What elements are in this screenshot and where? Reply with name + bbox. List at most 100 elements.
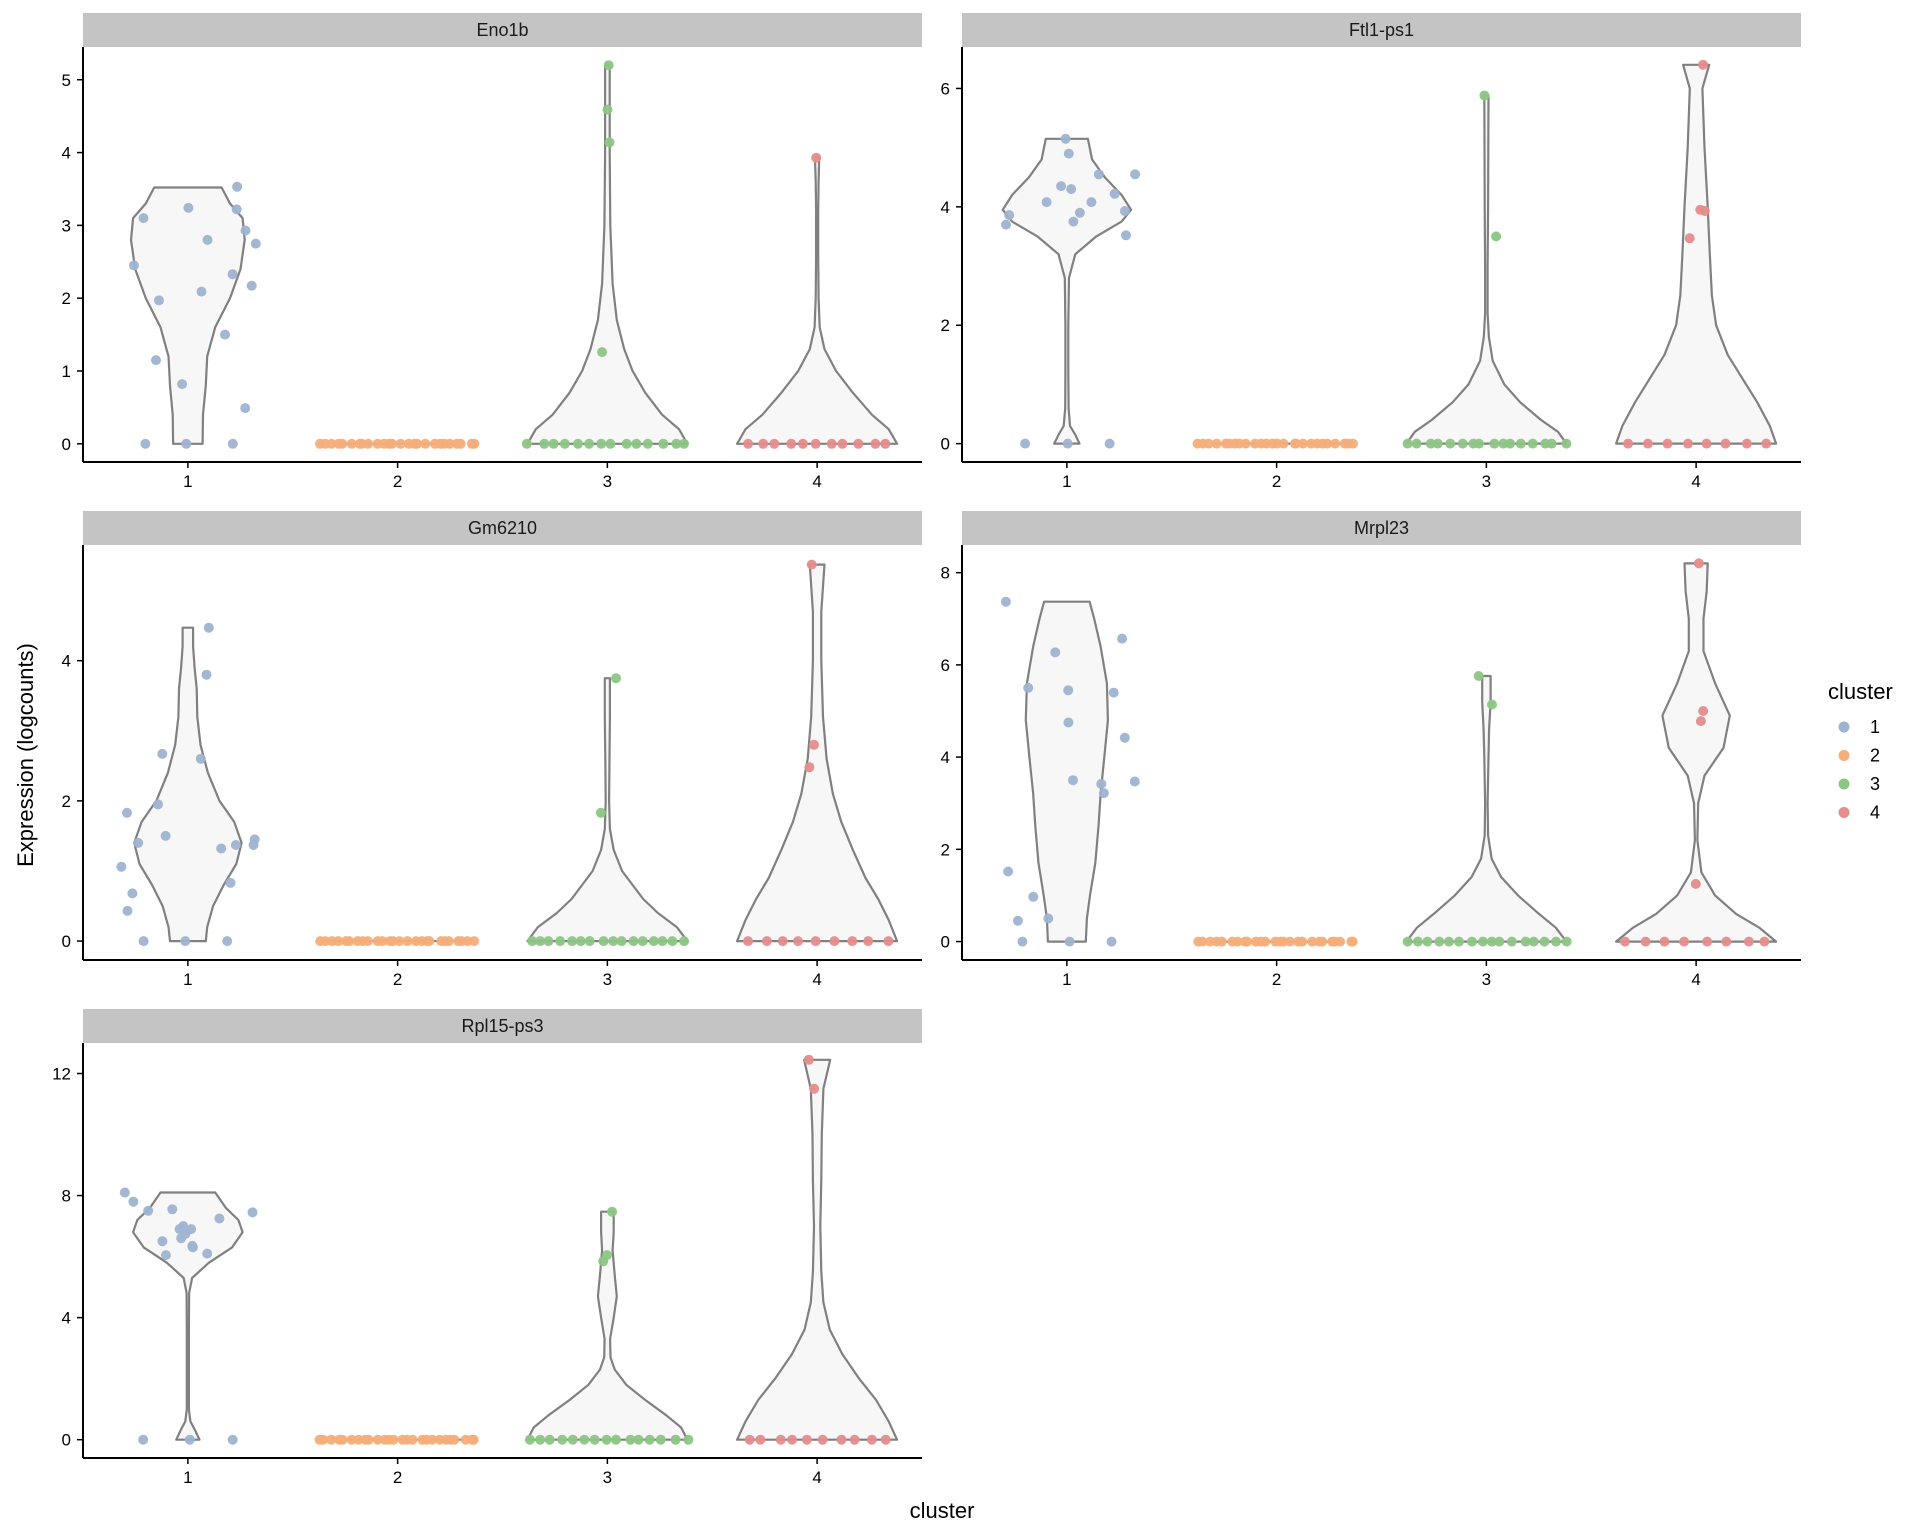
data-point-cluster-3 [1402,438,1413,449]
data-point-cluster-3 [1520,936,1531,947]
data-point-cluster-3 [539,438,550,449]
data-point-cluster-3 [584,936,595,947]
data-point-cluster-2 [337,1434,348,1445]
data-point-cluster-1 [1063,148,1074,159]
data-point-cluster-3 [644,1434,655,1445]
data-point-cluster-3 [602,104,613,115]
data-point-cluster-4 [1759,936,1770,947]
data-point-cluster-4 [1683,438,1693,449]
x-tick-label: 3 [1482,472,1491,491]
data-point-cluster-2 [326,438,337,449]
data-point-cluster-1 [1060,133,1071,144]
data-point-cluster-1 [181,438,192,449]
data-point-cluster-3 [535,936,546,947]
data-point-cluster-1 [1001,219,1011,230]
data-point-cluster-1 [151,355,161,366]
data-point-cluster-3 [603,60,614,71]
x-tick-label: 2 [1272,970,1281,989]
data-point-cluster-2 [1240,438,1251,449]
data-point-cluster-1 [128,260,139,271]
legend-label-1: 1 [1870,717,1880,737]
data-point-cluster-2 [1203,438,1214,449]
data-point-cluster-1 [1012,915,1023,926]
data-point-cluster-2 [318,1434,329,1445]
facet-title: Ftl1-ps1 [1349,20,1414,40]
data-point-cluster-1 [1063,717,1074,728]
data-point-cluster-3 [683,1434,694,1445]
x-tick-label: 1 [183,472,192,491]
data-point-cluster-3 [648,936,659,947]
data-point-cluster-4 [870,438,881,449]
violin-cluster-3 [526,1210,689,1441]
y-tick-label: 0 [941,933,950,952]
data-point-cluster-1 [1066,184,1077,195]
facet-strip [962,511,1801,545]
x-tick-label: 2 [393,970,402,989]
data-point-cluster-1 [214,1213,225,1224]
data-point-cluster-2 [412,438,422,449]
data-point-cluster-3 [567,1434,578,1445]
data-point-cluster-3 [1505,438,1516,449]
y-tick-label: 5 [62,71,71,90]
y-tick-label: 6 [941,79,950,98]
data-point-cluster-1 [160,830,171,841]
data-point-cluster-3 [567,936,578,947]
data-point-cluster-2 [1242,936,1253,947]
data-point-cluster-1 [1003,866,1014,877]
y-tick-label: 6 [941,656,950,675]
data-point-cluster-2 [424,936,435,947]
data-point-cluster-3 [1546,438,1557,449]
data-point-cluster-1 [202,1248,213,1259]
x-tick-label: 1 [183,1468,192,1487]
data-point-cluster-1 [1098,788,1109,799]
data-point-cluster-4 [1720,438,1731,449]
data-point-cluster-2 [427,1434,438,1445]
y-tick-label: 2 [62,792,71,811]
data-point-cluster-1 [1130,169,1141,180]
data-point-cluster-3 [1491,231,1502,242]
data-point-cluster-1 [1056,181,1067,192]
data-point-cluster-3 [596,438,607,449]
data-point-cluster-4 [1721,936,1732,947]
data-point-cluster-2 [443,936,454,947]
data-point-cluster-1 [1064,936,1075,947]
data-point-cluster-1 [1020,438,1031,449]
data-point-cluster-4 [1684,233,1695,244]
data-point-cluster-4 [1659,936,1670,947]
facet-title: Gm6210 [468,518,537,538]
data-point-cluster-2 [455,438,466,449]
data-point-cluster-4 [810,438,821,449]
y-tick-label: 4 [941,198,950,217]
data-point-cluster-4 [880,438,891,449]
data-point-cluster-3 [658,438,669,449]
x-tick-label: 4 [1691,970,1700,989]
data-point-cluster-2 [469,438,480,449]
data-point-cluster-2 [1260,936,1271,947]
data-point-cluster-2 [333,936,344,947]
data-point-cluster-3 [584,438,595,449]
data-point-cluster-1 [231,204,242,215]
data-point-cluster-1 [116,861,127,872]
data-point-cluster-4 [1743,936,1754,947]
data-point-cluster-2 [1211,438,1222,449]
data-point-cluster-3 [657,936,668,947]
data-point-cluster-1 [216,843,227,854]
data-point-cluster-2 [1216,936,1227,947]
data-point-cluster-3 [605,438,616,449]
y-tick-label: 8 [62,1187,71,1206]
data-point-cluster-3 [1432,438,1443,449]
data-point-cluster-3 [611,673,621,684]
data-point-cluster-1 [183,202,194,213]
data-point-cluster-4 [806,559,817,570]
data-point-cluster-1 [122,905,133,916]
data-point-cluster-2 [1297,936,1308,947]
data-point-cluster-4 [809,1083,820,1094]
data-point-cluster-3 [1539,936,1550,947]
x-tick-label: 1 [183,970,192,989]
legend-key-4 [1838,807,1850,818]
data-point-cluster-3 [1561,438,1572,449]
data-point-cluster-4 [866,1434,877,1445]
x-tick-label: 3 [603,472,612,491]
x-axis-title: cluster [910,1498,975,1523]
